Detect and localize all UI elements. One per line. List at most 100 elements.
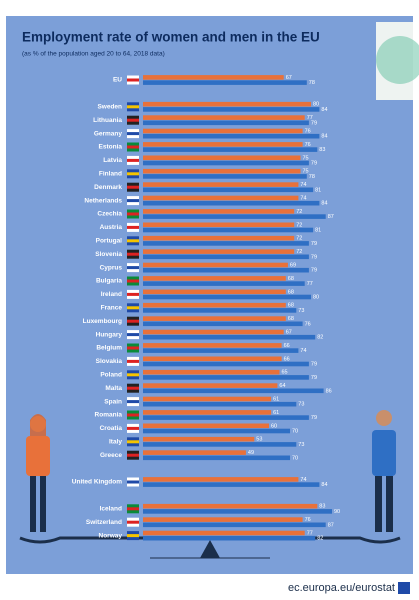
flag-stripe — [127, 212, 139, 216]
category-label: Spain — [104, 398, 122, 405]
bar — [143, 160, 309, 166]
bar — [143, 361, 309, 367]
value-label: 76 — [305, 128, 311, 134]
flag-stripe — [127, 346, 139, 350]
category-label: Czechia — [97, 211, 122, 218]
value-label: 77 — [307, 115, 313, 121]
flag-stripe — [127, 199, 139, 203]
category-label: Germany — [94, 130, 123, 137]
bar — [143, 428, 290, 434]
bar — [143, 308, 297, 313]
leg — [30, 476, 36, 532]
value-label: 72 — [296, 236, 302, 242]
bar — [143, 442, 297, 447]
flag-stripe — [127, 306, 139, 310]
flag-stripe — [127, 266, 139, 270]
flag-stripe — [127, 507, 139, 511]
bar — [143, 276, 286, 281]
bar — [143, 168, 301, 174]
value-label: 74 — [300, 195, 306, 201]
value-label: 78 — [309, 174, 315, 180]
bar — [143, 249, 295, 254]
value-label: 75 — [303, 155, 309, 161]
bar — [143, 410, 272, 415]
flag-stripe — [127, 319, 139, 323]
value-label: 61 — [273, 396, 279, 402]
bar — [143, 254, 309, 260]
bar — [143, 415, 309, 420]
bar — [143, 75, 284, 80]
flag-stripe — [127, 105, 139, 109]
bar — [143, 214, 326, 219]
value-label: 80 — [313, 294, 319, 300]
flag-stripe — [127, 333, 139, 337]
hair — [30, 414, 46, 440]
eu-logo — [398, 582, 410, 594]
value-label: 68 — [288, 316, 294, 322]
flag-stripe — [127, 426, 139, 430]
category-label: Greece — [100, 452, 122, 459]
bar — [143, 128, 303, 134]
flag-stripe — [127, 534, 139, 538]
value-label: 72 — [296, 209, 302, 215]
flag-stripe — [127, 118, 139, 122]
man-figure — [372, 410, 396, 532]
bar — [143, 235, 295, 241]
value-label: 79 — [311, 120, 317, 126]
category-label: Netherlands — [84, 197, 122, 204]
category-label: Croatia — [100, 425, 123, 432]
value-label: 70 — [292, 428, 298, 434]
category-label: Poland — [100, 372, 122, 379]
flag-stripe — [127, 440, 139, 444]
category-label: Portugal — [96, 238, 123, 245]
bar — [143, 356, 282, 362]
value-label: 79 — [311, 415, 317, 421]
category-label: Belgium — [96, 345, 122, 352]
bar — [143, 329, 284, 335]
category-label: France — [101, 305, 123, 312]
value-label: 72 — [296, 222, 302, 228]
bar — [143, 142, 303, 147]
value-label: 90 — [334, 509, 340, 515]
category-label: Norway — [99, 532, 123, 539]
bar — [143, 482, 320, 487]
category-label: Bulgaria — [96, 278, 122, 285]
value-label: 87 — [328, 214, 334, 220]
value-label: 72 — [296, 249, 302, 255]
flag-stripe — [127, 453, 139, 457]
category-label: Sweden — [97, 104, 122, 111]
bar — [143, 80, 307, 85]
category-label: Switzerland — [86, 519, 122, 526]
value-label: 65 — [282, 370, 288, 376]
value-label: 79 — [311, 241, 317, 247]
category-label: Latvia — [103, 157, 122, 164]
bar — [143, 120, 309, 126]
bar — [143, 535, 316, 541]
value-label: 84 — [321, 107, 327, 113]
bar — [143, 101, 311, 107]
value-label: 84 — [321, 482, 327, 488]
source: ec.europa.eu/eurostat — [288, 582, 395, 594]
bar — [143, 227, 314, 233]
value-label: 82 — [317, 335, 323, 341]
flag-stripe — [127, 172, 139, 176]
category-label: Estonia — [99, 144, 123, 151]
value-label: 80 — [313, 102, 319, 108]
value-label: 74 — [300, 182, 306, 188]
value-label: 84 — [321, 201, 327, 207]
value-label: 76 — [305, 321, 311, 327]
flag-stripe — [127, 279, 139, 283]
category-label: Romania — [95, 412, 123, 419]
bar — [143, 195, 299, 201]
value-label: 67 — [286, 75, 292, 81]
bar — [143, 477, 299, 482]
bar — [143, 522, 326, 528]
bar — [143, 401, 297, 407]
value-label: 73 — [298, 308, 304, 314]
bar — [143, 334, 316, 340]
value-label: 79 — [311, 361, 317, 367]
value-label: 77 — [307, 530, 313, 536]
woman-figure — [26, 414, 50, 532]
category-label: Iceland — [100, 506, 122, 513]
flag-stripe — [127, 359, 139, 363]
